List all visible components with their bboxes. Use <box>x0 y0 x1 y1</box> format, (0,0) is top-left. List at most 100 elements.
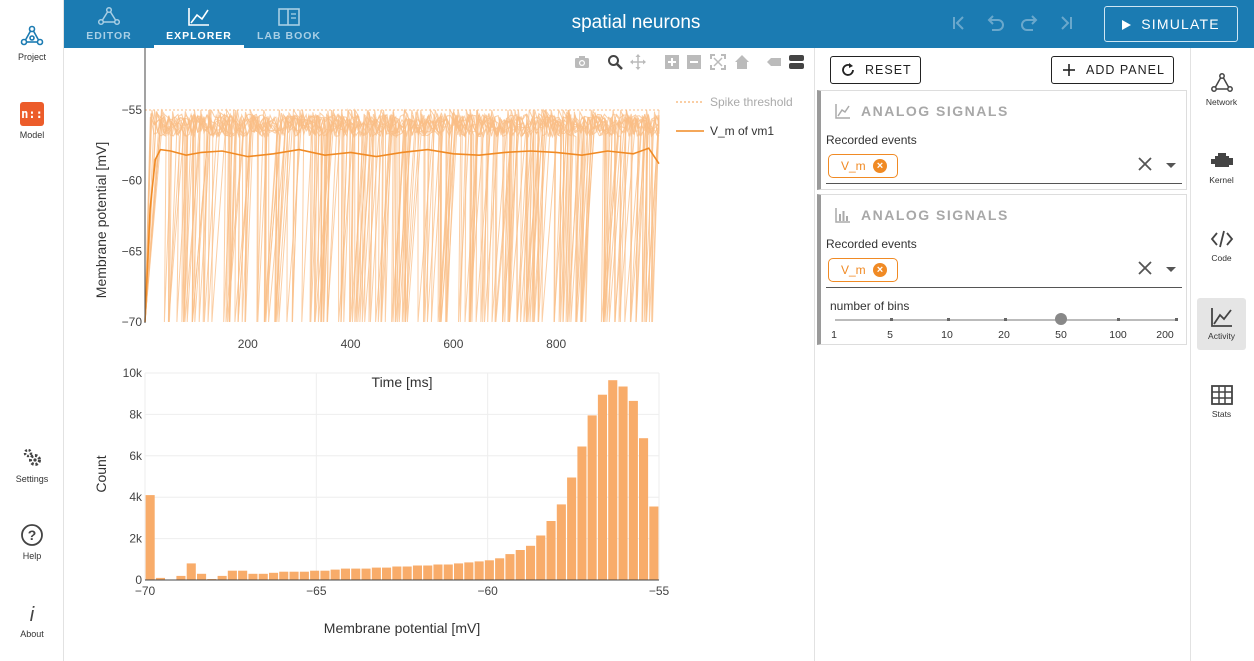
chip-remove-icon[interactable]: × <box>873 263 887 277</box>
histogram-bar[interactable] <box>176 575 186 580</box>
panel-2-events-label: Recorded events <box>826 237 917 251</box>
pan-icon[interactable] <box>630 54 646 70</box>
help-nav[interactable]: ? Help <box>0 523 64 561</box>
histogram-bar[interactable] <box>454 563 464 580</box>
membrane-potential-line-chart: −55 −60 −65 −70 200 400 600 800 Membrane poten… <box>93 48 793 390</box>
histogram-bar[interactable] <box>536 535 546 581</box>
zoom-icon[interactable] <box>607 54 623 70</box>
histogram-bar[interactable] <box>289 571 299 580</box>
histogram-bar[interactable] <box>197 573 207 580</box>
histogram-bar[interactable] <box>639 438 649 580</box>
histogram-bar[interactable] <box>423 565 433 581</box>
clear-icon[interactable] <box>1136 155 1154 173</box>
histogram-bar[interactable] <box>382 567 392 580</box>
undo-icon[interactable] <box>984 12 1006 34</box>
dropdown-arrow-icon[interactable] <box>1166 267 1176 272</box>
hist-x-tick: −55 <box>649 584 670 598</box>
histogram-bar[interactable] <box>217 575 227 580</box>
histogram-bar[interactable] <box>515 550 525 580</box>
histogram-bar[interactable] <box>608 380 618 580</box>
histogram-bar[interactable] <box>320 570 330 580</box>
histogram-bar[interactable] <box>505 554 515 580</box>
tab-explorer[interactable]: EXPLORER <box>154 0 244 48</box>
tab-lab-book[interactable]: LAB BOOK <box>244 0 334 48</box>
histogram-bar[interactable] <box>556 504 566 580</box>
histogram-bar[interactable] <box>443 564 453 581</box>
histogram-bar[interactable] <box>628 400 638 580</box>
chip-remove-icon[interactable]: × <box>873 159 887 173</box>
histogram-bar[interactable] <box>330 569 340 580</box>
settings-nav[interactable]: Settings <box>0 446 64 484</box>
compare-hover-icon[interactable] <box>788 54 804 70</box>
histogram-bar[interactable] <box>269 572 279 580</box>
histogram-bar[interactable] <box>526 545 536 580</box>
histogram-bar[interactable] <box>618 386 628 581</box>
histogram-bar[interactable] <box>484 560 494 580</box>
histogram-bar[interactable] <box>546 521 556 580</box>
analog-signals-panel-1[interactable]: ANALOG SIGNALS Recorded events V_m × <box>817 90 1187 190</box>
plot-canvas[interactable]: −55 −60 −65 −70 200 400 600 800 Membrane poten… <box>64 48 814 661</box>
autoscale-icon[interactable] <box>710 54 726 70</box>
legend-threshold-label[interactable]: Spike threshold <box>710 95 793 109</box>
reset-button[interactable]: RESET <box>830 56 921 84</box>
first-step-icon[interactable] <box>948 12 970 34</box>
histogram-bar[interactable] <box>186 563 196 580</box>
histogram-bar[interactable] <box>279 571 289 580</box>
histogram-bar[interactable] <box>371 567 381 580</box>
histogram-bar[interactable] <box>227 570 237 580</box>
dropdown-arrow-icon[interactable] <box>1166 163 1176 168</box>
zoom-in-icon[interactable] <box>664 54 680 70</box>
side-nav-stats[interactable]: Stats <box>1197 376 1246 428</box>
clear-icon[interactable] <box>1136 259 1154 277</box>
last-step-icon[interactable] <box>1055 12 1077 34</box>
redo-icon[interactable] <box>1019 12 1041 34</box>
histogram-bar[interactable] <box>597 394 607 580</box>
simulate-button[interactable]: SIMULATE <box>1104 6 1238 42</box>
histogram-bar[interactable] <box>392 566 402 581</box>
legend-vm-label[interactable]: V_m of vm1 <box>710 124 774 138</box>
hist-y-tick: 4k <box>129 490 143 504</box>
histogram-bar[interactable] <box>248 573 258 580</box>
about-nav[interactable]: i About <box>0 601 64 639</box>
histogram-bar[interactable] <box>464 562 474 580</box>
histogram-bar[interactable] <box>361 568 371 580</box>
histogram-bar[interactable] <box>340 568 350 580</box>
histogram-bar[interactable] <box>258 573 268 580</box>
side-nav-kernel[interactable]: Kernel <box>1197 142 1246 194</box>
panel-1-vm-chip[interactable]: V_m × <box>828 154 898 178</box>
histogram-bar[interactable] <box>433 564 443 581</box>
line-chart-icon <box>1210 308 1232 327</box>
bins-slider-thumb[interactable] <box>1055 313 1067 325</box>
histogram-bar[interactable] <box>299 571 309 580</box>
histogram-bar[interactable] <box>155 577 165 580</box>
home-icon[interactable] <box>734 54 750 70</box>
tab-editor[interactable]: EDITOR <box>64 0 154 48</box>
add-panel-button[interactable]: ADD PANEL <box>1051 56 1174 84</box>
project-nav[interactable]: Project <box>0 24 64 62</box>
histogram-bar[interactable] <box>402 566 412 581</box>
side-nav-code-label: Code <box>1211 253 1232 263</box>
side-nav-network[interactable]: Network <box>1197 64 1246 116</box>
panel-2-vm-chip[interactable]: V_m × <box>828 258 898 282</box>
histogram-bar[interactable] <box>351 568 361 580</box>
histogram-bar[interactable] <box>474 561 484 580</box>
tab-explorer-label: EXPLORER <box>166 30 232 42</box>
spike-lines-icon[interactable] <box>766 54 782 70</box>
histogram-bar[interactable] <box>567 477 577 581</box>
analog-signals-panel-2[interactable]: ANALOG SIGNALS Recorded events V_m × num… <box>817 194 1187 345</box>
histogram-bar[interactable] <box>577 446 587 581</box>
histogram-bar[interactable] <box>587 415 597 580</box>
camera-icon[interactable] <box>574 54 590 70</box>
side-nav-code[interactable]: Code <box>1197 220 1246 272</box>
histogram-bar[interactable] <box>238 570 248 580</box>
line-x-axis-title: Time [ms] <box>372 374 433 390</box>
histogram-bar[interactable] <box>310 570 320 580</box>
histogram-bar[interactable] <box>495 558 505 580</box>
histogram-bar[interactable] <box>649 506 659 581</box>
side-nav-activity[interactable]: Activity <box>1197 298 1246 350</box>
histogram-bar[interactable] <box>412 565 422 581</box>
line-y-tick: −70 <box>122 315 143 329</box>
model-nav[interactable]: n:: Model <box>0 102 64 140</box>
histogram-bar[interactable] <box>145 495 155 580</box>
zoom-out-icon[interactable] <box>686 54 702 70</box>
